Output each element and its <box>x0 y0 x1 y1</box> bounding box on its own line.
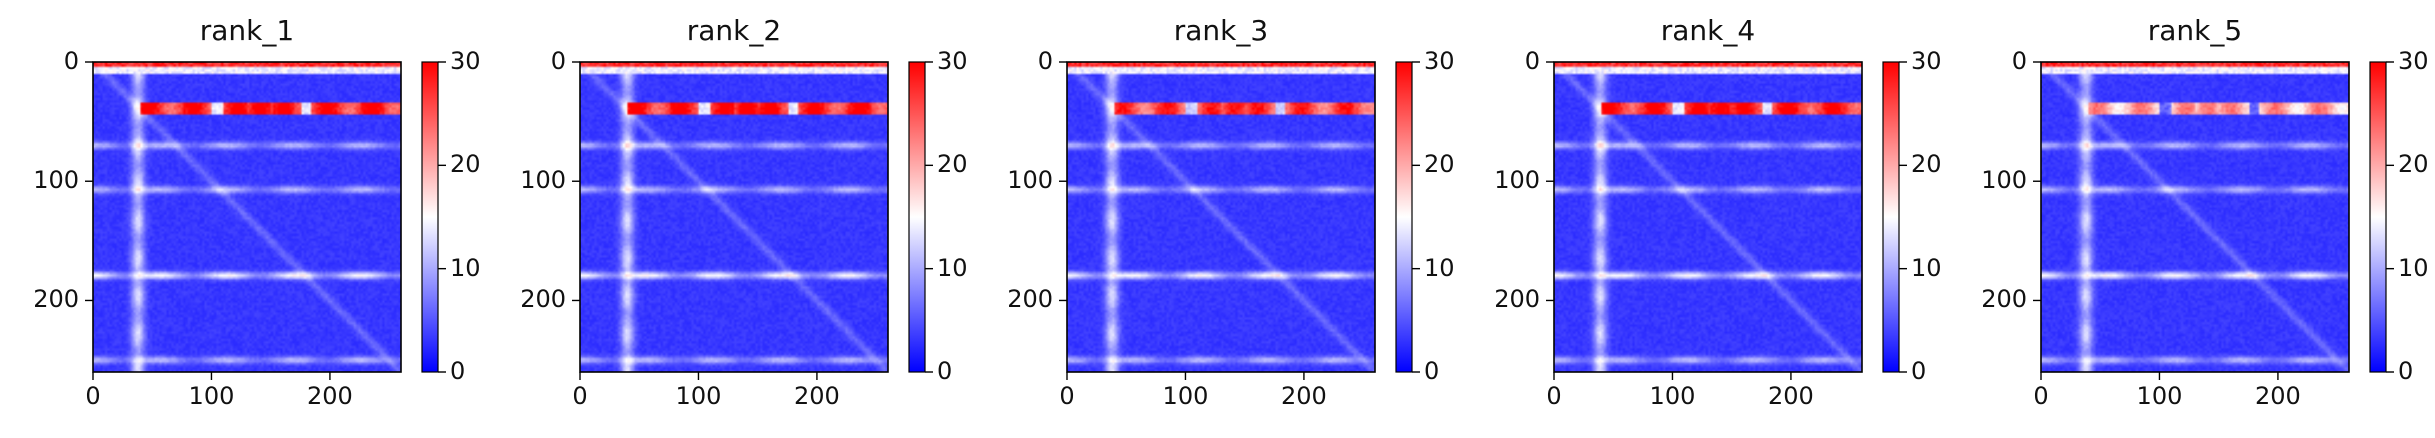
colorbar <box>422 62 438 372</box>
colorbar-tick-label: 10 <box>2398 254 2435 282</box>
panel-title: rank_1 <box>93 14 401 54</box>
y-tick-label: 200 <box>993 285 1053 313</box>
y-tick-label: 200 <box>1480 285 1540 313</box>
x-tick-label: 0 <box>2001 382 2081 410</box>
y-tick-label: 100 <box>1480 166 1540 194</box>
x-tick-label: 200 <box>777 382 857 410</box>
y-tick-label: 200 <box>19 285 79 313</box>
colorbar <box>909 62 925 372</box>
x-tick-label: 100 <box>2119 382 2199 410</box>
panel-title: rank_5 <box>2041 14 2349 54</box>
x-tick-label: 100 <box>171 382 251 410</box>
heatmap-panel: rank_4 0 100 200 0 100 200 0 10 20 30 <box>1461 0 1948 438</box>
panel-title: rank_2 <box>580 14 888 54</box>
x-tick-label: 100 <box>658 382 738 410</box>
x-tick-label: 0 <box>53 382 133 410</box>
colorbar-tick-label: 0 <box>2398 357 2435 385</box>
colorbar <box>2370 62 2386 372</box>
colorbar-tick-label: 20 <box>2398 150 2435 178</box>
x-tick-label: 100 <box>1632 382 1712 410</box>
x-tick-label: 100 <box>1145 382 1225 410</box>
panel-title: rank_4 <box>1554 14 1862 54</box>
y-tick-label: 0 <box>1480 47 1540 75</box>
heatmap-panel: rank_3 0 100 200 0 100 200 0 10 20 30 <box>974 0 1461 438</box>
y-tick-label: 0 <box>993 47 1053 75</box>
y-tick-label: 100 <box>19 166 79 194</box>
y-tick-label: 100 <box>1967 166 2027 194</box>
panel-title: rank_3 <box>1067 14 1375 54</box>
x-tick-label: 200 <box>1264 382 1344 410</box>
colorbar <box>1396 62 1412 372</box>
heatmap-image <box>580 62 888 372</box>
y-tick-label: 200 <box>1967 285 2027 313</box>
y-tick-label: 0 <box>19 47 79 75</box>
x-tick-label: 0 <box>1027 382 1107 410</box>
y-tick-label: 100 <box>506 166 566 194</box>
y-tick-label: 0 <box>506 47 566 75</box>
heatmap-panel: rank_1 0 100 200 0 100 200 0 10 20 30 <box>0 0 487 438</box>
y-tick-label: 100 <box>993 166 1053 194</box>
heatmap-image <box>1067 62 1375 372</box>
y-tick-label: 200 <box>506 285 566 313</box>
x-tick-label: 0 <box>1514 382 1594 410</box>
colorbar <box>1883 62 1899 372</box>
x-tick-label: 0 <box>540 382 620 410</box>
y-tick-label: 0 <box>1967 47 2027 75</box>
x-tick-label: 200 <box>290 382 370 410</box>
heatmap-panel: rank_2 0 100 200 0 100 200 0 10 20 30 <box>487 0 974 438</box>
x-tick-label: 200 <box>2238 382 2318 410</box>
x-tick-label: 200 <box>1751 382 1831 410</box>
heatmap-image <box>1554 62 1862 372</box>
heatmap-panel: rank_5 0 100 200 0 100 200 0 10 20 30 <box>1948 0 2435 438</box>
heatmap-image <box>2041 62 2349 372</box>
colorbar-tick-label: 30 <box>2398 47 2435 75</box>
heatmap-image <box>93 62 401 372</box>
